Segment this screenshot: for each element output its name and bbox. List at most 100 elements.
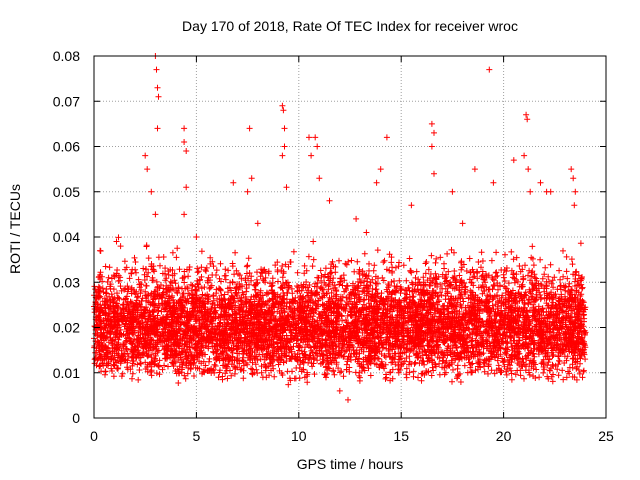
data-point (228, 372, 235, 379)
data-point (579, 374, 586, 381)
data-point (364, 278, 371, 285)
data-point (564, 275, 571, 282)
data-point (110, 373, 117, 380)
data-point (449, 378, 455, 385)
data-point (536, 374, 543, 381)
data-point (182, 375, 189, 382)
data-point (502, 251, 508, 258)
data-point (102, 371, 108, 378)
data-point (140, 265, 147, 272)
data-point (501, 278, 508, 284)
data-point (395, 263, 402, 270)
data-point (274, 267, 281, 273)
data-point (410, 293, 417, 300)
data-point (284, 368, 291, 375)
data-point (465, 325, 472, 332)
data-point (243, 263, 250, 270)
data-point (557, 283, 564, 290)
data-point (314, 280, 321, 286)
data-point (138, 360, 144, 367)
data-point (505, 280, 512, 287)
data-point (129, 370, 136, 377)
data-point (174, 245, 181, 252)
data-point (156, 371, 163, 378)
data-point (314, 274, 321, 281)
data-point (317, 267, 324, 274)
data-point (545, 273, 552, 280)
data-point (221, 272, 228, 279)
data-point (276, 310, 283, 317)
chart-title: Day 170 of 2018, Rate Of TEC Index for r… (182, 18, 518, 34)
data-point (537, 256, 544, 263)
data-point (167, 278, 174, 285)
data-point (135, 276, 142, 283)
data-point (137, 290, 144, 297)
data-point (549, 378, 556, 385)
data-point (245, 255, 252, 262)
data-point (563, 253, 570, 260)
data-point (251, 282, 258, 289)
data-point (470, 274, 477, 281)
data-point (322, 265, 329, 272)
data-point (259, 374, 266, 381)
data-point (432, 361, 439, 368)
data-point (493, 249, 500, 256)
data-point (314, 357, 321, 364)
data-point (533, 366, 540, 373)
data-point (554, 366, 561, 373)
data-point (309, 363, 316, 370)
data-point (374, 247, 381, 254)
data-point (279, 274, 286, 281)
data-point (161, 362, 168, 369)
data-point (366, 260, 372, 267)
data-point (557, 276, 564, 283)
data-point (555, 353, 562, 359)
data-point (173, 254, 180, 261)
data-point (549, 353, 556, 360)
data-point (475, 259, 482, 265)
data-point (381, 257, 388, 264)
data-point (530, 262, 537, 269)
data-point (304, 379, 311, 386)
data-point (217, 260, 224, 267)
data-point (115, 234, 122, 241)
data-point (560, 247, 566, 254)
data-point (547, 261, 554, 268)
data-point (211, 361, 218, 368)
data-point (137, 360, 144, 367)
data-point (503, 268, 510, 275)
data-point (153, 370, 160, 377)
data-point (310, 256, 317, 263)
data-point (516, 325, 523, 332)
data-point (378, 290, 385, 297)
data-point (418, 377, 425, 384)
data-point (428, 252, 435, 259)
data-point (336, 257, 342, 264)
data-point (340, 373, 347, 380)
data-point (503, 371, 510, 378)
data-point (135, 376, 142, 383)
data-point (153, 278, 160, 285)
data-point (213, 267, 220, 274)
data-point (457, 379, 464, 385)
data-point (126, 275, 133, 282)
data-point (516, 263, 523, 269)
data-point (143, 282, 149, 289)
data-point (432, 259, 439, 266)
data-point (410, 373, 417, 380)
data-point (415, 374, 421, 381)
data-point (479, 258, 486, 264)
data-point (248, 365, 255, 372)
data-point (569, 361, 576, 368)
data-point (566, 280, 573, 287)
data-point (458, 266, 465, 273)
data-point (343, 261, 350, 268)
data-point (422, 260, 429, 267)
data-point (169, 249, 176, 256)
data-point (371, 262, 378, 269)
data-point (157, 262, 163, 269)
data-point (114, 365, 120, 372)
data-point (455, 372, 462, 379)
data-point (508, 248, 515, 255)
